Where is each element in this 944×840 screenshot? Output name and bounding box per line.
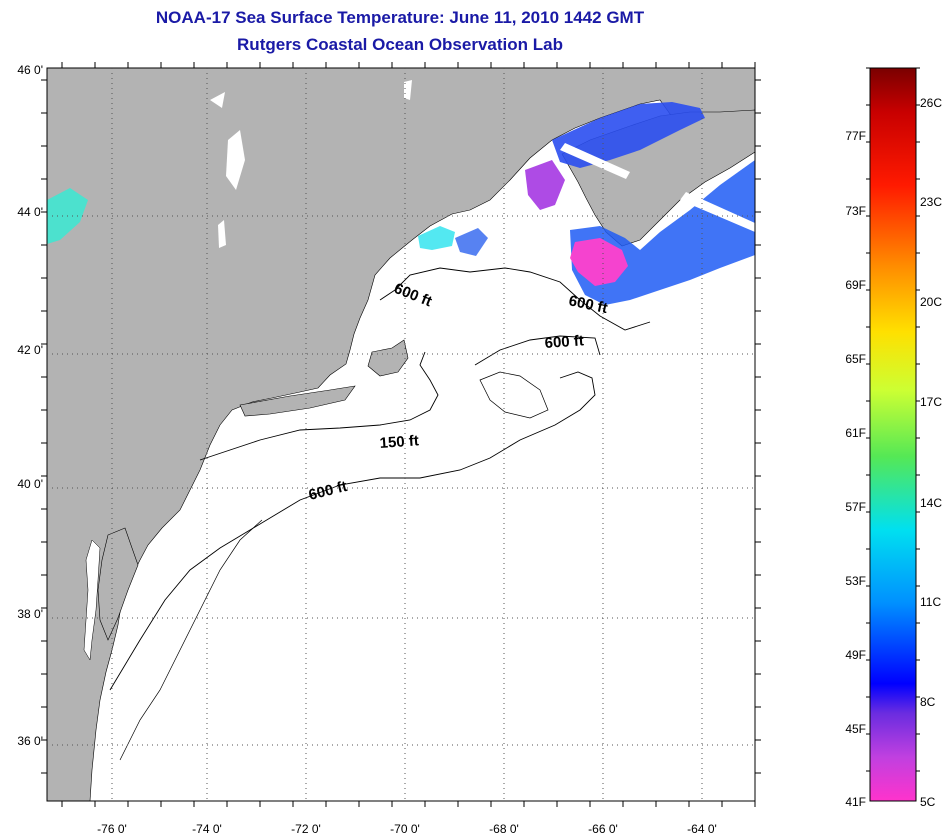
colorbar-c-label: 23C [920, 195, 942, 209]
lat-label: 38 0' [17, 607, 43, 621]
sst-patch-magenta [570, 238, 628, 286]
colorbar-f-label: 61F [845, 426, 866, 440]
contour-600ft-gulf-of-maine [379, 267, 651, 331]
lake-3 [218, 220, 226, 248]
contour-inner-shelf [119, 519, 263, 761]
colorbar-fahrenheit-labels: 77F 73F 69F 65F 61F 57F 53F 49F 45F 41F [845, 129, 866, 809]
lake-4 [404, 80, 412, 100]
contour-georges-shoals [479, 371, 549, 419]
colorbar-c-label: 11C [920, 595, 941, 609]
colorbar-f-label: 73F [845, 204, 866, 218]
lat-label: 44 0' [17, 205, 43, 219]
land-cape-cod [367, 339, 409, 377]
contour-600ft-shelf-edge [109, 371, 596, 691]
lat-label: 36 0' [17, 734, 43, 748]
colorbar-f-label: 77F [845, 129, 866, 143]
latitude-labels: 46 0' 44 0' 42 0' 40 0' 38 0' 36 0' [17, 63, 43, 748]
colorbar [869, 67, 917, 802]
colorbar-f-label: 41F [845, 795, 866, 809]
contour-600ft-georges [474, 335, 601, 366]
lon-label: -66 0' [588, 822, 618, 836]
lon-label: -68 0' [489, 822, 519, 836]
sst-patch-purple [525, 160, 565, 210]
lat-label: 42 0' [17, 343, 43, 357]
axis-ticks [41, 62, 761, 807]
land-long-island [239, 385, 356, 417]
lon-label: -64 0' [687, 822, 717, 836]
land-mainland [47, 68, 755, 801]
lon-label: -74 0' [192, 822, 222, 836]
swath-gap-1 [560, 143, 630, 179]
colorbar-f-label: 69F [845, 278, 866, 292]
map-title: NOAA-17 Sea Surface Temperature: June 11… [155, 8, 645, 27]
colorbar-c-label: 14C [920, 496, 942, 510]
colorbar-f-label: 49F [845, 648, 866, 662]
lat-label: 46 0' [17, 63, 43, 77]
lat-lon-grid [47, 68, 755, 801]
lon-label: -76 0' [97, 822, 127, 836]
sst-patch-blue-bay-of-fundy [552, 102, 705, 168]
swath-gap-2 [680, 192, 755, 232]
lon-label: -72 0' [291, 822, 321, 836]
colorbar-c-label: 26C [920, 96, 942, 110]
colorbar-ticks [866, 67, 920, 772]
colorbar-c-label: 8C [920, 695, 936, 709]
colorbar-f-label: 57F [845, 500, 866, 514]
lake-1 [210, 92, 225, 108]
colorbar-c-label: 5C [920, 795, 936, 809]
chesapeake-bay [83, 539, 101, 661]
colorbar-celsius-labels: 26C 23C 20C 17C 14C 11C 8C 5C [920, 96, 942, 809]
colorbar-c-label: 20C [920, 295, 942, 309]
map-subtitle: Rutgers Coastal Ocean Observation Lab [237, 35, 563, 54]
colorbar-c-label: 17C [920, 395, 942, 409]
contour-label: 600 ft [544, 332, 584, 352]
lon-label: -70 0' [390, 822, 420, 836]
contour-label: 150 ft [379, 432, 419, 452]
sst-patch-blue-small [455, 228, 488, 256]
lat-label: 40 0' [17, 477, 43, 491]
lake-2 [226, 130, 245, 190]
map-frame [46, 67, 756, 802]
sst-patch-cyan [418, 226, 455, 250]
colorbar-f-label: 45F [845, 722, 866, 736]
colorbar-f-label: 65F [845, 352, 866, 366]
contour-150ft [199, 351, 439, 461]
colorbar-f-label: 53F [845, 574, 866, 588]
longitude-labels: -76 0' -74 0' -72 0' -70 0' -68 0' -66 0… [97, 822, 717, 836]
